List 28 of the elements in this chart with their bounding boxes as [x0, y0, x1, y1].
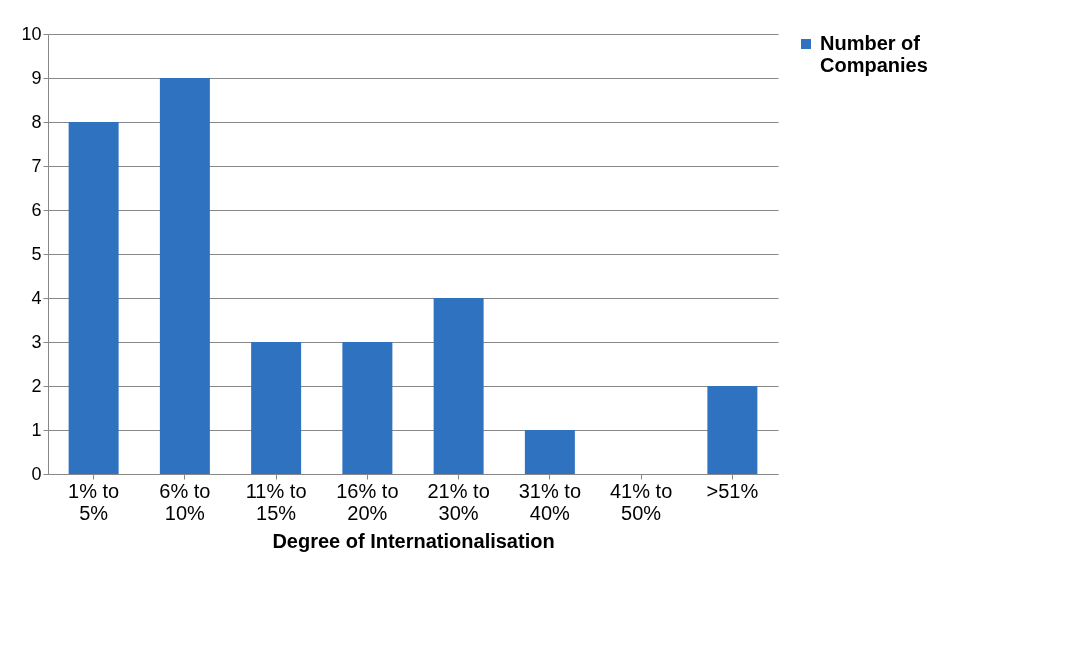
bar — [68, 122, 119, 474]
x-tick-label: 21% to 30% — [427, 479, 490, 524]
y-tick-label: 2 — [31, 375, 42, 396]
y-tick-label: 0 — [31, 463, 42, 484]
y-tick-label: 5 — [31, 243, 42, 264]
x-tick-label: 41% to 50% — [609, 479, 673, 524]
x-tick-label: 1% to 5% — [68, 479, 120, 524]
y-tick-label: 10 — [21, 23, 42, 44]
y-tick-label: 8 — [31, 111, 42, 132]
bar — [524, 430, 575, 474]
y-tick-label: 3 — [31, 331, 42, 352]
bar — [159, 78, 210, 474]
bar — [342, 342, 393, 474]
y-tick-label: 7 — [31, 155, 42, 176]
legend-label: Number of Companies — [820, 32, 928, 76]
bar — [433, 298, 484, 474]
y-tick-label: 1 — [31, 419, 42, 440]
x-tick-label: 11% to 15% — [245, 479, 307, 524]
x-tick-label: 31% to 40% — [518, 479, 582, 524]
bar — [251, 342, 302, 474]
x-axis-title: Degree of Internationalisation — [272, 529, 555, 552]
y-tick-label: 4 — [31, 287, 42, 308]
x-tick-label: 16% to 20% — [336, 479, 399, 524]
x-tick-label: 6% to 10% — [159, 479, 211, 524]
y-tick-label: 6 — [31, 199, 42, 220]
x-tick-label: >51% — [706, 479, 759, 502]
bar — [707, 386, 758, 474]
y-tick-label: 9 — [31, 67, 42, 88]
